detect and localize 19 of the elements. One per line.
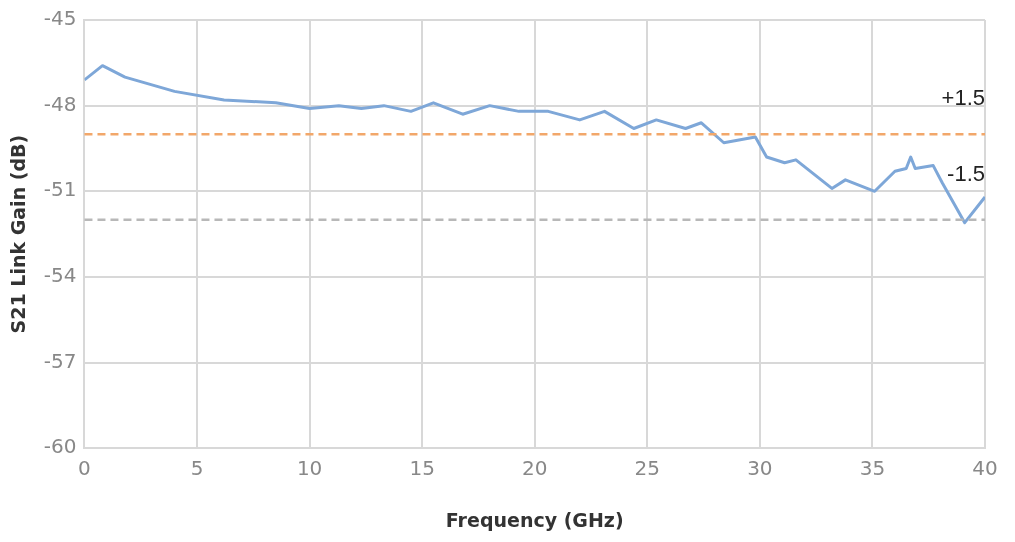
x-tick-label: 20 — [522, 456, 548, 481]
x-tick-label: 30 — [747, 456, 773, 481]
x-axis-title: Frequency (GHz) — [445, 508, 624, 531]
y-tick-label: -57 — [43, 348, 77, 373]
y-tick-label: -54 — [43, 263, 77, 288]
y-tick-label: -48 — [43, 91, 77, 116]
x-tick-label: 40 — [972, 456, 998, 481]
x-tick-label: 25 — [634, 456, 661, 481]
annotation: -1.5 — [947, 160, 985, 186]
x-tick-label: 5 — [190, 456, 204, 481]
x-tick-label: 0 — [78, 456, 91, 481]
x-tick-label: 35 — [859, 456, 886, 481]
y-tick-label: -60 — [43, 434, 77, 459]
y-tick-label: -51 — [43, 177, 77, 202]
x-tick-label: 15 — [409, 456, 435, 481]
y-axis-title: S21 Link Gain (dB) — [7, 134, 30, 334]
annotation: +1.5 — [941, 85, 985, 111]
x-tick-label: 10 — [296, 456, 323, 481]
y-tick-label: -45 — [43, 6, 77, 31]
